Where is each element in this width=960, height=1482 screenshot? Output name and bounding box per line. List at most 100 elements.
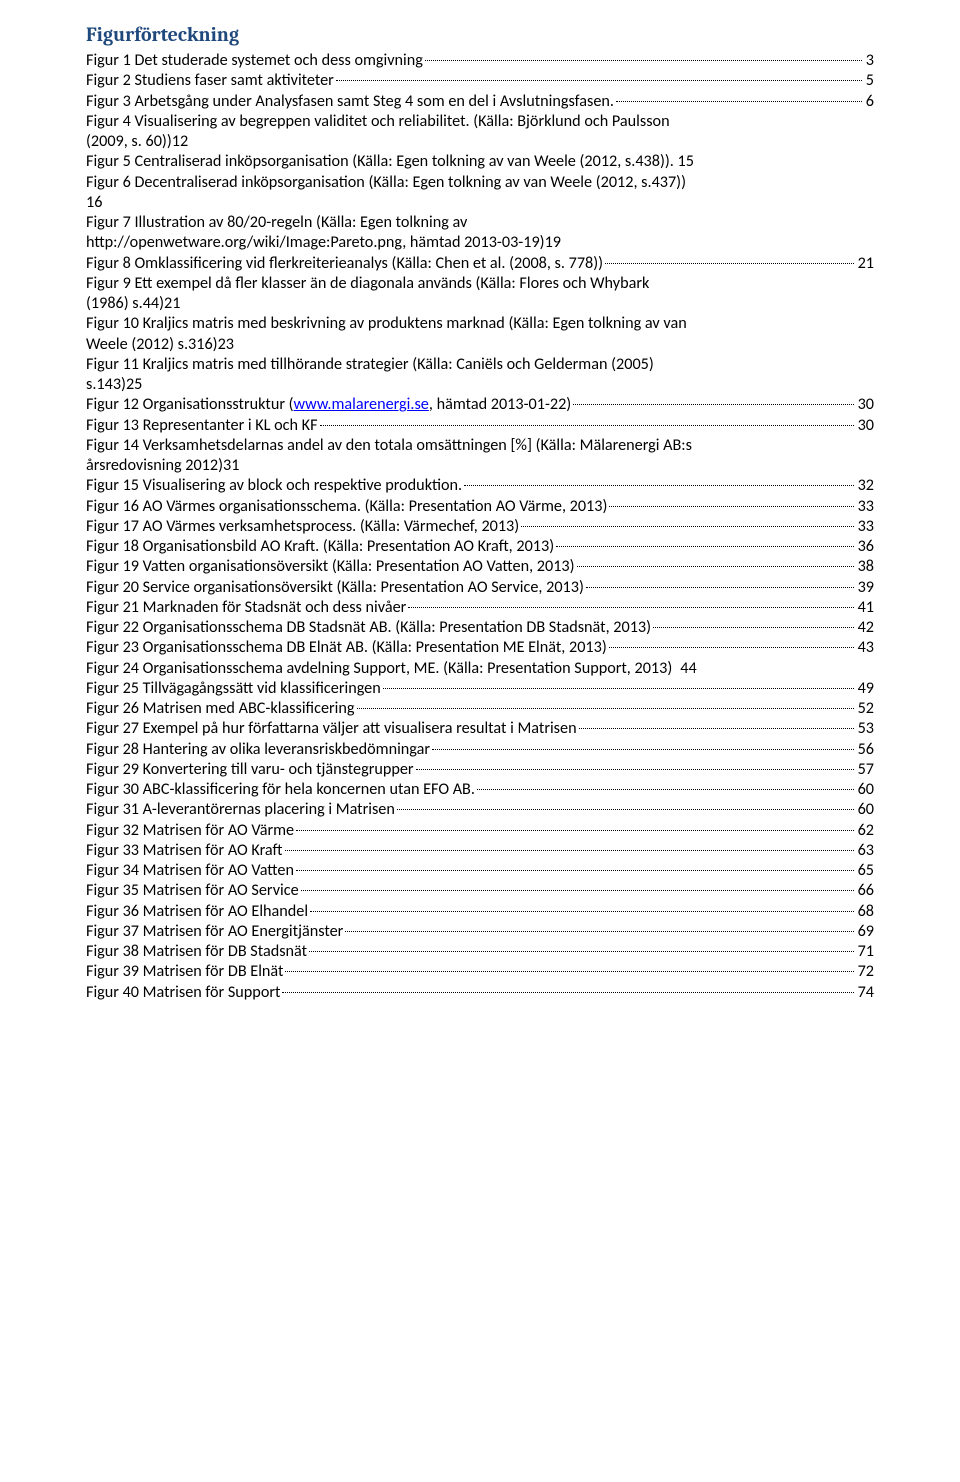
toc-entry-text: Figur 33 Matrisen för AO Kraft	[86, 841, 283, 861]
toc-entry[interactable]: Figur 37 Matrisen för AO Energitjänster …	[86, 922, 874, 942]
toc-entry-text: Figur 29 Konvertering till varu- och tjä…	[86, 760, 414, 780]
toc-entry[interactable]: Figur 33 Matrisen för AO Kraft 63	[86, 841, 874, 861]
toc-entry-text: Figur 12 Organisationsstruktur (www.mala…	[86, 395, 571, 415]
toc-page-number: 42	[856, 618, 874, 638]
toc-entry-text: Figur 38 Matrisen för DB Stadsnät	[86, 942, 307, 962]
toc-page-number: 71	[856, 942, 874, 962]
toc-page-number: 25	[126, 375, 142, 395]
toc-entry[interactable]: Figur 29 Konvertering till varu- och tjä…	[86, 760, 874, 780]
dot-leader	[357, 708, 854, 709]
toc-entry[interactable]: Figur 4 Visualisering av begreppen valid…	[86, 112, 874, 153]
toc-page-number: 69	[856, 922, 874, 942]
toc-entry[interactable]: Figur 6 Decentraliserad inköpsorganisati…	[86, 173, 874, 214]
toc-page-number: 65	[856, 861, 874, 881]
toc-entry[interactable]: Figur 15 Visualisering av block och resp…	[86, 476, 874, 496]
toc-entry-text: Figur 15 Visualisering av block och resp…	[86, 476, 462, 496]
toc-page-number: 30	[856, 395, 874, 415]
toc-entry-text: Figur 13 Representanter i KL och KF	[86, 416, 318, 436]
toc-entry[interactable]: Figur 14 Verksamhetsdelarnas andel av de…	[86, 436, 874, 477]
dot-leader	[397, 809, 854, 810]
dot-leader	[464, 485, 853, 486]
toc-entry[interactable]: Figur 21 Marknaden för Stadsnät och dess…	[86, 598, 874, 618]
dot-leader	[296, 830, 853, 831]
dot-leader	[408, 607, 853, 608]
toc-page-number: 21	[856, 254, 874, 274]
toc-entry[interactable]: Figur 31 A-leverantörernas placering i M…	[86, 800, 874, 820]
toc-entry[interactable]: Figur 10 Kraljics matris med beskrivning…	[86, 314, 874, 355]
toc-entry[interactable]: Figur 27 Exempel på hur författarna välj…	[86, 719, 874, 739]
toc-entry[interactable]: Figur 35 Matrisen för AO Service 66	[86, 881, 874, 901]
toc-entry[interactable]: Figur 8 Omklassificering vid flerkreiter…	[86, 254, 874, 274]
link[interactable]: www.malarenergi.se	[294, 395, 429, 414]
toc-entry-text: Figur 10 Kraljics matris med beskrivning…	[86, 314, 874, 334]
toc-page-number: 72	[856, 962, 874, 982]
dot-leader	[416, 769, 854, 770]
dot-leader	[477, 789, 854, 790]
toc-entry-text: Figur 4 Visualisering av begreppen valid…	[86, 112, 874, 132]
toc-entry[interactable]: Figur 3 Arbetsgång under Analysfasen sam…	[86, 92, 874, 112]
toc-entry[interactable]: Figur 2 Studiens faser samt aktiviteter5	[86, 71, 874, 91]
toc-entry[interactable]: Figur 23 Organisationsschema DB Elnät AB…	[86, 638, 874, 658]
toc-entry[interactable]: Figur 25 Tillvägagångssätt vid klassific…	[86, 679, 874, 699]
toc-entry-text: Figur 8 Omklassificering vid flerkreiter…	[86, 254, 603, 274]
toc-entry[interactable]: Figur 12 Organisationsstruktur (www.mala…	[86, 395, 874, 415]
toc-entry[interactable]: Figur 22 Organisationsschema DB Stadsnät…	[86, 618, 874, 638]
toc-page-number: 33	[856, 517, 874, 537]
page-title: Figurförteckning	[86, 22, 874, 47]
toc-entry-text: (2009, s. 60))	[86, 132, 172, 152]
toc-entry[interactable]: Figur 13 Representanter i KL och KF30	[86, 416, 874, 436]
toc-entry[interactable]: Figur 40 Matrisen för Support74	[86, 983, 874, 1003]
toc-entry[interactable]: Figur 16 AO Värmes organisationsschema. …	[86, 497, 874, 517]
toc-entry[interactable]: Figur 19 Vatten organisationsöversikt (K…	[86, 557, 874, 577]
toc-entry-text: Figur 23 Organisationsschema DB Elnät AB…	[86, 638, 607, 658]
toc-page-number: 5	[864, 71, 874, 91]
toc-entry[interactable]: Figur 32 Matrisen för AO Värme 62	[86, 821, 874, 841]
toc-page-number: 43	[856, 638, 874, 658]
toc-page-number: 52	[856, 699, 874, 719]
toc-entry[interactable]: Figur 18 Organisationsbild AO Kraft. (Kä…	[86, 537, 874, 557]
toc-entry-text: årsredovisning 2012)	[86, 456, 223, 476]
toc-entry[interactable]: Figur 24 Organisationsschema avdelning S…	[86, 659, 874, 679]
toc-page-number: 12	[172, 132, 188, 152]
toc-entry[interactable]: Figur 11 Kraljics matris med tillhörande…	[86, 355, 874, 396]
toc-entry[interactable]: Figur 5 Centraliserad inköpsorganisation…	[86, 152, 874, 172]
toc-page-number: 60	[856, 800, 874, 820]
toc-entry[interactable]: Figur 9 Ett exempel då fler klasser än d…	[86, 274, 874, 315]
toc-page-number: 32	[856, 476, 874, 496]
toc-entry[interactable]: Figur 20 Service organisationsöversikt (…	[86, 578, 874, 598]
toc-page-number: 56	[856, 740, 874, 760]
toc-entry[interactable]: Figur 30 ABC-klassificering för hela kon…	[86, 780, 874, 800]
toc-entry[interactable]: Figur 26 Matrisen med ABC-klassificering…	[86, 699, 874, 719]
dot-leader	[577, 566, 854, 567]
toc-page-number: 6	[864, 92, 874, 112]
toc-entry[interactable]: Figur 38 Matrisen för DB Stadsnät 71	[86, 942, 874, 962]
toc-entry[interactable]: Figur 36 Matrisen för AO Elhandel 68	[86, 902, 874, 922]
toc-entry[interactable]: Figur 17 AO Värmes verksamhetsprocess. (…	[86, 517, 874, 537]
document-page: Figurförteckning Figur 1 Det studerade s…	[0, 0, 960, 1033]
toc-entry[interactable]: Figur 28 Hantering av olika leveransrisk…	[86, 740, 874, 760]
toc-page-number: 41	[856, 598, 874, 618]
toc-entry-text: Figur 5 Centraliserad inköpsorganisation…	[86, 152, 694, 172]
toc-entry[interactable]: Figur 7 Illustration av 80/20-regeln (Kä…	[86, 213, 874, 254]
dot-leader	[345, 931, 853, 932]
toc-entry-text: Figur 32 Matrisen för AO Värme	[86, 821, 294, 841]
toc-entry-text: Figur 22 Organisationsschema DB Stadsnät…	[86, 618, 651, 638]
toc-entry-text: Figur 9 Ett exempel då fler klasser än d…	[86, 274, 874, 294]
toc-page-number: 16	[86, 193, 102, 213]
toc-entry[interactable]: Figur 34 Matrisen för AO Vatten 65	[86, 861, 874, 881]
dot-leader	[432, 749, 854, 750]
toc-page-number: 68	[856, 902, 874, 922]
toc-entry-text: Figur 6 Decentraliserad inköpsorganisati…	[86, 173, 874, 193]
toc-entry-text: Figur 14 Verksamhetsdelarnas andel av de…	[86, 436, 874, 456]
toc-entry[interactable]: Figur 39 Matrisen för DB Elnät 72	[86, 962, 874, 982]
toc-page-number: 57	[856, 760, 874, 780]
dot-leader	[282, 992, 853, 993]
toc-entry-text: Figur 28 Hantering av olika leveransrisk…	[86, 740, 430, 760]
toc-page-number: 62	[856, 821, 874, 841]
toc-page-number: 3	[864, 51, 874, 71]
toc-page-number: 21	[164, 294, 180, 314]
toc-entry-text: Figur 40 Matrisen för Support	[86, 983, 280, 1003]
toc-entry[interactable]: Figur 1 Det studerade systemet och dess …	[86, 51, 874, 71]
dot-leader	[383, 688, 854, 689]
toc-page-number: 60	[856, 780, 874, 800]
